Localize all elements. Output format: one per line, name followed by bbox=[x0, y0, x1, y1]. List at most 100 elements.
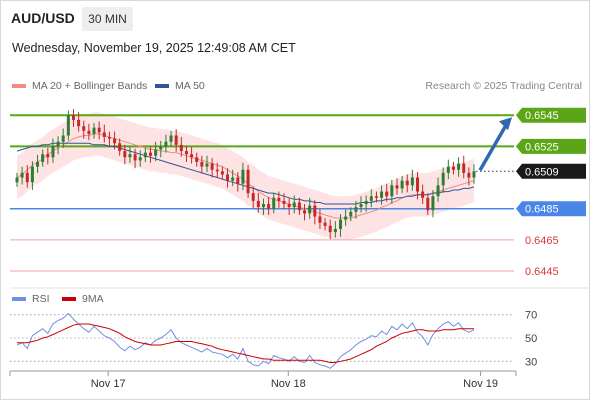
candle-body bbox=[195, 157, 199, 162]
candle-body bbox=[138, 157, 142, 161]
candle-body bbox=[61, 135, 65, 142]
candle-body bbox=[159, 146, 163, 150]
price-label-support: 0.6485 bbox=[525, 204, 559, 216]
candle-body bbox=[92, 127, 96, 134]
rsi-legend-swatch bbox=[62, 297, 76, 301]
ma50-swatch bbox=[155, 84, 169, 88]
candle-body bbox=[133, 154, 137, 161]
candle-body bbox=[220, 171, 224, 175]
candle-body bbox=[344, 216, 348, 220]
candles-group bbox=[15, 109, 476, 240]
rsi-tick-label: 70 bbox=[525, 310, 537, 322]
candle-body bbox=[333, 228, 337, 233]
candle-body bbox=[41, 154, 45, 162]
candle-body bbox=[472, 171, 476, 178]
candle-body bbox=[467, 172, 471, 178]
ma20-legend-label: MA 20 + Bollinger Bands bbox=[32, 80, 148, 92]
candle-body bbox=[184, 151, 188, 155]
candle-body bbox=[56, 141, 60, 147]
candle-body bbox=[431, 196, 435, 211]
candle-body bbox=[231, 177, 235, 181]
candle-body bbox=[226, 174, 230, 181]
candle-body bbox=[287, 204, 291, 208]
candle-body bbox=[169, 135, 173, 142]
candle-body bbox=[277, 197, 281, 201]
candle-body bbox=[323, 222, 327, 226]
candle-body bbox=[385, 191, 389, 197]
candle-body bbox=[71, 115, 75, 120]
candle-body bbox=[297, 202, 301, 211]
candle-body bbox=[82, 126, 86, 131]
candle-body bbox=[292, 202, 296, 208]
candle-body bbox=[426, 197, 430, 211]
candle-body bbox=[149, 152, 153, 156]
candle-body bbox=[251, 193, 255, 201]
candle-body bbox=[190, 154, 194, 158]
candle-body bbox=[410, 177, 414, 186]
candle-body bbox=[215, 169, 219, 172]
x-tick-label: Nov 18 bbox=[271, 378, 306, 390]
timeframe-button[interactable]: 30 MIN bbox=[82, 7, 133, 31]
candle-body bbox=[25, 172, 29, 183]
candle-body bbox=[338, 219, 342, 229]
candle-body bbox=[102, 132, 106, 138]
candle-body bbox=[390, 185, 394, 197]
candle-body bbox=[210, 163, 214, 170]
candle-body bbox=[30, 166, 34, 183]
candle-body bbox=[272, 197, 276, 209]
candle-body bbox=[267, 204, 271, 209]
rsi-tick-label: 30 bbox=[525, 356, 537, 368]
candle-body bbox=[97, 127, 101, 133]
price-label-resistance: 0.6525 bbox=[525, 141, 559, 153]
candle-body bbox=[118, 143, 122, 152]
forecast-arrow-shaft bbox=[478, 124, 508, 172]
candle-body bbox=[457, 163, 461, 170]
candle-body bbox=[436, 185, 440, 197]
candle-body bbox=[179, 144, 183, 152]
candle-body bbox=[421, 191, 425, 198]
candle-body bbox=[462, 163, 466, 173]
rsi-line bbox=[16, 312, 475, 369]
candle-body bbox=[200, 161, 204, 167]
candle-body bbox=[256, 200, 260, 208]
source-credit: Research © 2025 Trading Central bbox=[425, 80, 582, 92]
candle-body bbox=[416, 177, 420, 192]
candle-body bbox=[451, 166, 455, 170]
candle-body bbox=[405, 180, 409, 186]
price-label-minor_support: 0.6465 bbox=[525, 235, 559, 247]
candle-body bbox=[77, 119, 81, 127]
legend-ma20: MA 20 + Bollinger Bands bbox=[12, 80, 147, 92]
ma50-line bbox=[16, 142, 475, 205]
candle-body bbox=[205, 163, 209, 167]
rsi-legend-label: RSI bbox=[32, 293, 50, 305]
candle-body bbox=[282, 200, 286, 205]
candle-body bbox=[349, 211, 353, 217]
ma20-line bbox=[16, 133, 475, 219]
candle-body bbox=[359, 204, 363, 208]
forecast-arrow-head bbox=[499, 117, 512, 131]
candle-body bbox=[36, 161, 40, 167]
ma50-legend-label: MA 50 bbox=[175, 80, 205, 92]
rsi-legend-swatch bbox=[12, 297, 26, 301]
candle-body bbox=[261, 204, 265, 208]
candle-body bbox=[318, 216, 322, 223]
price-label-resistance: 0.6545 bbox=[525, 110, 559, 122]
candle-body bbox=[374, 196, 378, 198]
candle-body bbox=[123, 151, 127, 158]
bollinger-band bbox=[17, 112, 474, 240]
candle-body bbox=[164, 141, 168, 147]
price-label-current: 0.6509 bbox=[525, 166, 559, 178]
candle-body bbox=[400, 180, 404, 189]
candle-body bbox=[303, 210, 307, 214]
x-tick-label: Nov 19 bbox=[463, 378, 498, 390]
timestamp: Wednesday, November 19, 2025 12:49:08 AM… bbox=[12, 41, 296, 55]
price-label-bg-resistance bbox=[516, 138, 586, 154]
candle-body bbox=[246, 169, 250, 194]
price-label-bg-support bbox=[516, 201, 586, 217]
rsi-legend-label: 9MA bbox=[82, 293, 104, 305]
candle-body bbox=[354, 207, 358, 212]
candle-body bbox=[113, 138, 117, 144]
candle-body bbox=[174, 135, 178, 145]
rsi-9ma-line bbox=[17, 323, 474, 363]
